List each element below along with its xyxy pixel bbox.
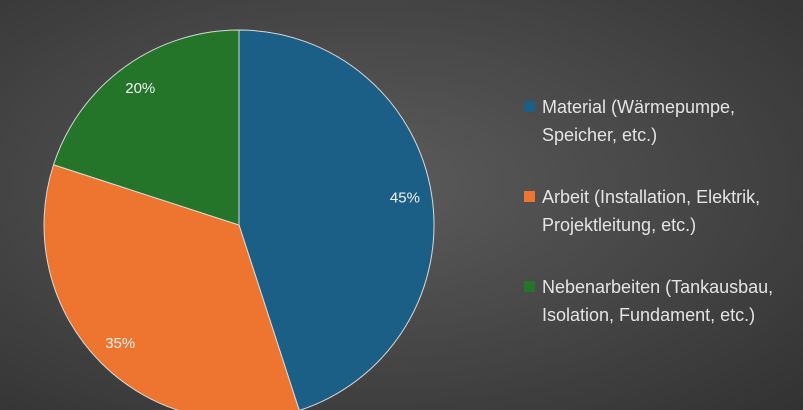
legend-label: Arbeit (Installation, Elektrik, Projektl… bbox=[542, 187, 761, 235]
data-label: 20% bbox=[125, 80, 155, 97]
legend-item: Arbeit (Installation, Elektrik, Projektl… bbox=[524, 183, 794, 239]
pie-slice bbox=[52, 29, 240, 226]
legend-item: Material (Wärmepumpe, Speicher, etc.) bbox=[524, 93, 794, 149]
legend-swatch bbox=[524, 191, 535, 202]
legend-swatch bbox=[524, 281, 535, 292]
data-label: 35% bbox=[105, 335, 135, 352]
legend-label: Material (Wärmepumpe, Speicher, etc.) bbox=[542, 97, 736, 145]
legend-label: Nebenarbeiten (Tankausbau, Isolation, Fu… bbox=[542, 277, 774, 325]
pie-slice bbox=[238, 29, 435, 410]
legend-item: Nebenarbeiten (Tankausbau, Isolation, Fu… bbox=[524, 273, 794, 329]
data-label: 45% bbox=[390, 190, 420, 207]
legend-swatch bbox=[524, 101, 535, 112]
pie-slice bbox=[43, 164, 300, 410]
